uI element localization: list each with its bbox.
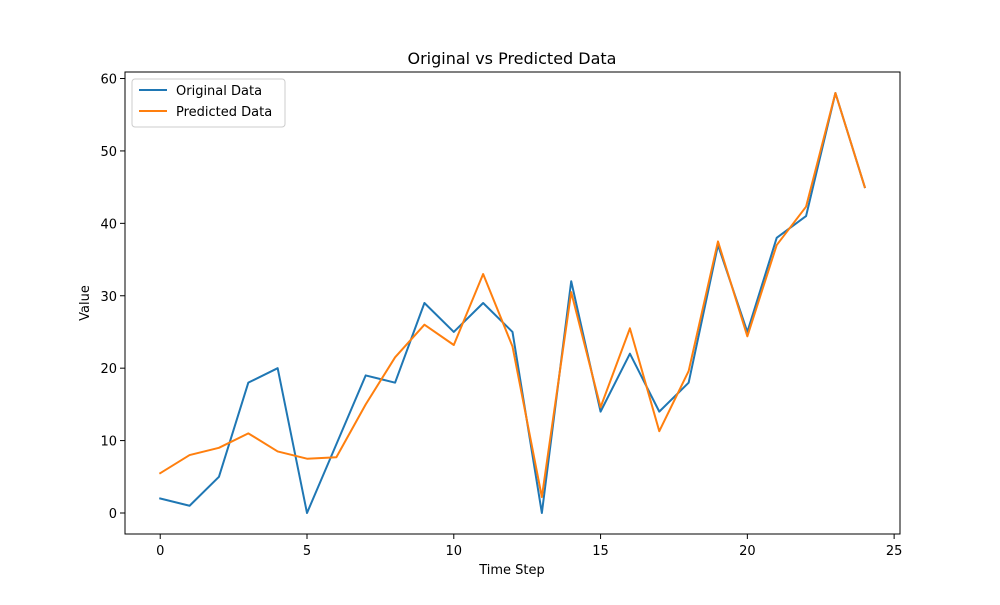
legend-label-0: Original Data [176, 84, 262, 99]
series-line-1 [158, 92, 867, 499]
legend-label-1: Predicted Data [176, 105, 272, 120]
y-tick-label: 60 [100, 73, 117, 88]
legend-box [131, 78, 286, 128]
x-tick-label: 20 [739, 544, 756, 559]
y-tick-label: 30 [100, 290, 117, 305]
chart-title: Original vs Predicted Data [408, 49, 617, 68]
x-tick-label: 5 [303, 544, 311, 559]
y-axis: 0 10 20 30 40 50 60 [100, 73, 125, 522]
x-tick-label: 10 [446, 544, 463, 559]
y-tick-label: 0 [109, 507, 117, 522]
x-tick-label: 0 [156, 544, 164, 559]
y-tick-label: 50 [100, 145, 117, 160]
y-tick-label: 20 [100, 362, 117, 377]
legend-entries: Original Data Predicted Data [139, 84, 272, 120]
y-tick-label: 10 [100, 435, 117, 450]
series-layer [158, 92, 867, 514]
x-tick-label: 15 [592, 544, 609, 559]
legend: Original Data Predicted Data [131, 78, 286, 128]
y-axis-label: Value [78, 285, 93, 321]
y-tick-label: 40 [100, 217, 117, 232]
x-axis-label: Time Step [478, 563, 545, 578]
x-axis: 0 5 10 15 20 25 [156, 534, 902, 559]
x-tick-label: 25 [886, 544, 903, 559]
series-line-0 [159, 92, 867, 514]
plot-area-frame [124, 71, 901, 535]
